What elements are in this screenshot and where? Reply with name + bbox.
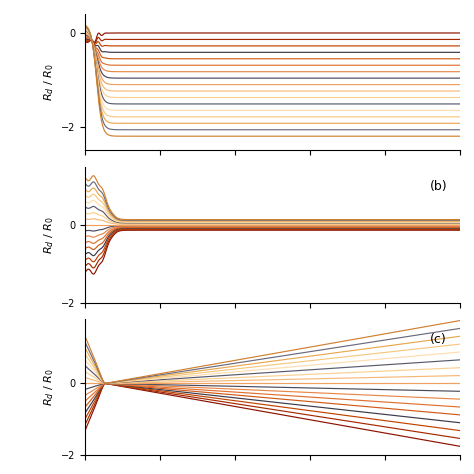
Text: (c): (c) bbox=[430, 333, 447, 346]
Y-axis label: $R_d$ / $R_0$: $R_d$ / $R_0$ bbox=[42, 368, 55, 406]
Text: (b): (b) bbox=[430, 180, 447, 193]
Y-axis label: $R_d$ / $R_0$: $R_d$ / $R_0$ bbox=[42, 216, 55, 254]
Y-axis label: $R_d$ / $R_0$: $R_d$ / $R_0$ bbox=[42, 64, 55, 101]
